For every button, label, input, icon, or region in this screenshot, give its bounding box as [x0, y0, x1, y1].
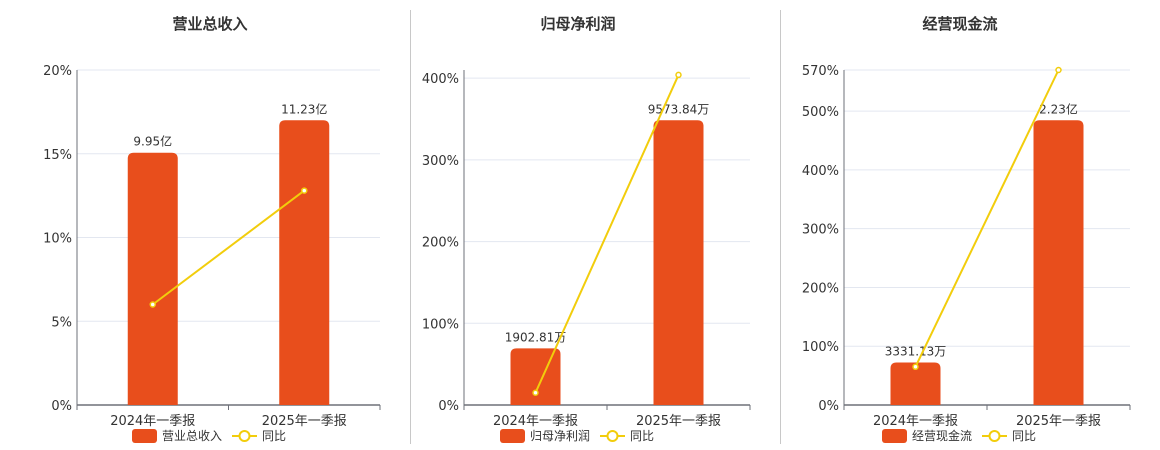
legend-line-label: 同比	[630, 429, 654, 443]
bar-data-label: 1902.81万	[505, 330, 567, 344]
bar-data-label: 11.23亿	[281, 101, 327, 116]
chart-title: 归母净利润	[540, 15, 615, 33]
panel-divider	[780, 10, 781, 444]
x-tick-label: 2024年一季报	[110, 414, 195, 429]
legend-line-label: 同比	[262, 429, 286, 443]
bar	[279, 120, 330, 405]
chart-title: 营业总收入	[172, 15, 247, 33]
yoy-point	[1055, 66, 1062, 74]
x-tick-label: 2024年一季报	[493, 414, 578, 429]
y-tick-label: 15%	[43, 148, 72, 163]
legend-line-label: 同比	[1012, 429, 1036, 443]
y-tick-label: 20%	[43, 64, 72, 79]
bar-data-label: 9.95亿	[133, 134, 172, 149]
bar	[510, 348, 561, 405]
y-tick-label: 0%	[51, 399, 72, 414]
y-tick-label: 100%	[422, 317, 459, 332]
bar	[1033, 120, 1084, 405]
legend-line-marker	[988, 430, 1001, 442]
y-tick-label: 200%	[802, 281, 839, 296]
bar	[653, 120, 704, 405]
yoy-point	[149, 301, 156, 308]
chart-title: 经营现金流	[922, 15, 997, 33]
y-tick-label: 5%	[51, 315, 72, 330]
yoy-line	[534, 74, 680, 394]
legend-bar-label: 营业总收入	[162, 429, 222, 443]
yoy-point	[912, 363, 919, 371]
y-tick-label: 400%	[422, 72, 459, 87]
yoy-point	[301, 187, 308, 194]
bar	[127, 152, 178, 405]
y-tick-label: 300%	[802, 223, 839, 238]
legend-bar-swatch	[500, 429, 525, 443]
legend-bar-swatch	[882, 429, 907, 443]
bar-data-label: 2.23亿	[1039, 101, 1078, 116]
x-tick-label: 2024年一季报	[873, 414, 958, 429]
x-tick-label: 2025年一季报	[1016, 414, 1101, 429]
y-tick-label: 500%	[802, 105, 839, 120]
y-tick-label: 300%	[422, 154, 459, 169]
y-tick-label: 100%	[802, 340, 839, 355]
legend-bar-swatch	[132, 429, 157, 443]
legend-line-marker	[606, 430, 619, 442]
panel-divider	[410, 10, 411, 444]
bar	[890, 362, 941, 405]
x-tick-label: 2025年一季报	[636, 414, 721, 429]
y-tick-label: 200%	[422, 236, 459, 251]
yoy-line	[914, 69, 1060, 368]
y-tick-label: 10%	[43, 232, 72, 247]
x-tick-label: 2025年一季报	[262, 414, 347, 429]
legend-line-marker	[238, 430, 251, 442]
legend-bar-label: 经营现金流	[912, 428, 972, 443]
legend-bar-label: 归母净利润	[530, 429, 590, 443]
yoy-point	[675, 71, 682, 79]
bar-data-label: 3331.13万	[885, 344, 947, 358]
bar-data-label: 9573.84万	[648, 102, 710, 116]
y-tick-label: 570%	[802, 64, 839, 79]
y-tick-label: 0%	[438, 399, 459, 414]
yoy-point	[532, 389, 539, 396]
y-tick-label: 0%	[818, 399, 839, 414]
y-tick-label: 400%	[802, 164, 839, 179]
yoy-line	[152, 189, 305, 306]
